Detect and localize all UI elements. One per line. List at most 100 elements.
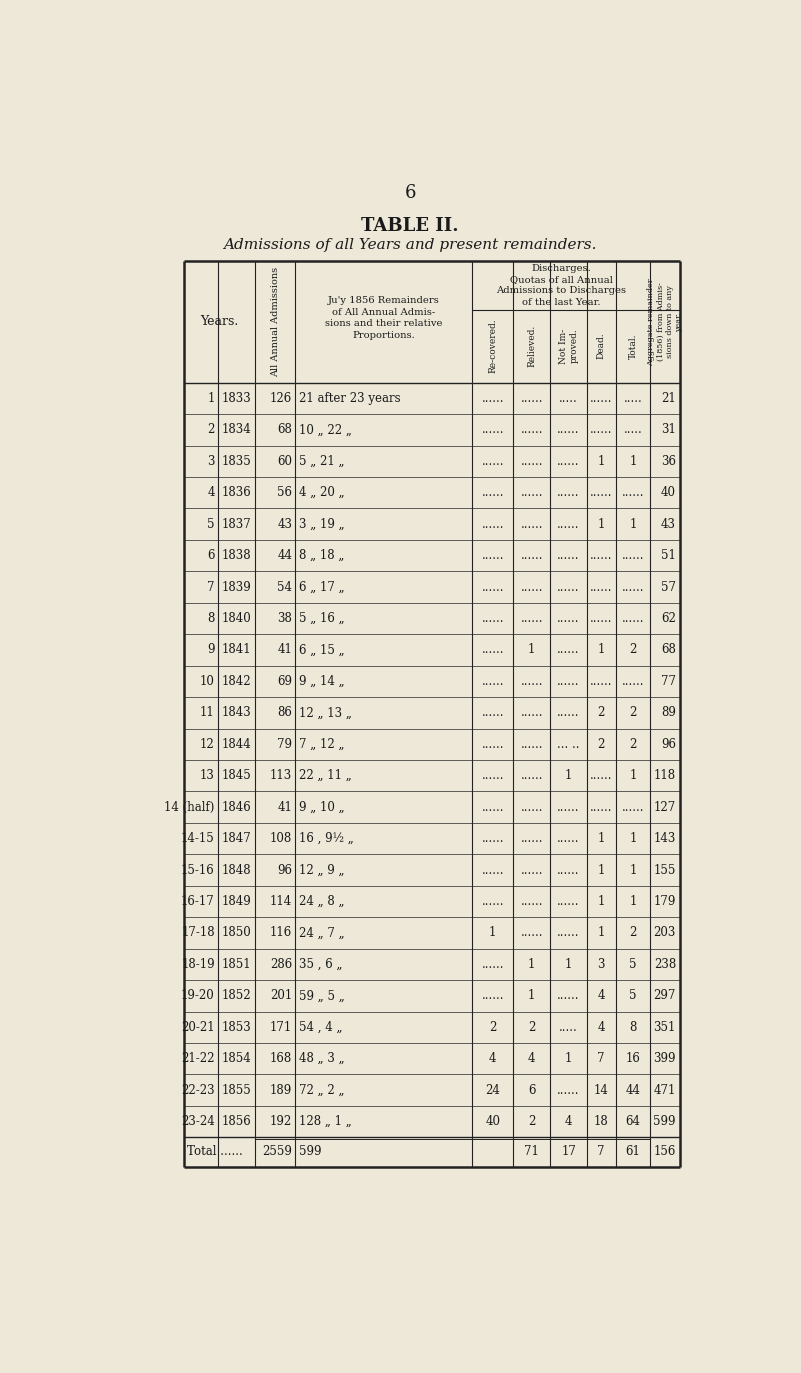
Text: 41: 41 — [277, 644, 292, 656]
Text: 5 „ 21 „: 5 „ 21 „ — [300, 454, 344, 468]
Text: Dead.: Dead. — [597, 332, 606, 360]
Text: 238: 238 — [654, 958, 676, 971]
Text: 1833: 1833 — [222, 391, 252, 405]
Text: 1: 1 — [565, 769, 572, 783]
Text: ......: ...... — [521, 391, 543, 405]
Text: 113: 113 — [270, 769, 292, 783]
Text: 1835: 1835 — [222, 454, 252, 468]
Text: 69: 69 — [277, 676, 292, 688]
Text: ......: ...... — [590, 486, 613, 500]
Text: ......: ...... — [481, 769, 504, 783]
Text: Relieved.: Relieved. — [527, 325, 537, 367]
Text: 127: 127 — [654, 800, 676, 814]
Text: 24 „ 7 „: 24 „ 7 „ — [300, 927, 345, 939]
Text: TABLE II.: TABLE II. — [361, 217, 459, 235]
Text: 1: 1 — [630, 832, 637, 844]
Text: 155: 155 — [654, 864, 676, 876]
Text: 6: 6 — [405, 184, 416, 202]
Text: .....: ..... — [559, 391, 578, 405]
Text: 8: 8 — [630, 1020, 637, 1034]
Text: ......: ...... — [557, 676, 580, 688]
Text: Admissions of all Years and present remainders.: Admissions of all Years and present rema… — [223, 238, 597, 251]
Text: 1836: 1836 — [222, 486, 252, 500]
Text: 59 „ 5 „: 59 „ 5 „ — [300, 990, 345, 1002]
Text: 68: 68 — [277, 423, 292, 437]
Text: 36: 36 — [661, 454, 676, 468]
Text: 31: 31 — [661, 423, 676, 437]
Text: 21 after 23 years: 21 after 23 years — [300, 391, 401, 405]
Text: ......: ...... — [622, 800, 644, 814]
Text: ......: ...... — [557, 800, 580, 814]
Text: 1854: 1854 — [222, 1052, 252, 1065]
Text: ......: ...... — [590, 676, 613, 688]
Text: 86: 86 — [277, 706, 292, 719]
Text: 8: 8 — [207, 612, 215, 625]
Text: 471: 471 — [654, 1083, 676, 1097]
Text: 1856: 1856 — [222, 1115, 252, 1129]
Text: 2: 2 — [598, 706, 605, 719]
Text: 7 „ 12 „: 7 „ 12 „ — [300, 737, 344, 751]
Text: ......: ...... — [557, 864, 580, 876]
Text: 14: 14 — [594, 1083, 609, 1097]
Text: 1: 1 — [630, 895, 637, 908]
Text: Not Im-
proved.: Not Im- proved. — [559, 328, 578, 364]
Text: ......: ...... — [622, 549, 644, 562]
Text: 128 „ 1 „: 128 „ 1 „ — [300, 1115, 352, 1129]
Text: 4: 4 — [598, 990, 605, 1002]
Text: 15-16: 15-16 — [181, 864, 215, 876]
Text: 192: 192 — [270, 1115, 292, 1129]
Text: 10 „ 22 „: 10 „ 22 „ — [300, 423, 352, 437]
Text: 118: 118 — [654, 769, 676, 783]
Text: 1: 1 — [598, 927, 605, 939]
Text: 68: 68 — [661, 644, 676, 656]
Text: 7: 7 — [598, 1145, 605, 1159]
Text: ......: ...... — [481, 612, 504, 625]
Text: .....: ..... — [623, 391, 642, 405]
Text: 1: 1 — [630, 769, 637, 783]
Text: ......: ...... — [481, 391, 504, 405]
Text: 7: 7 — [598, 1052, 605, 1065]
Text: 179: 179 — [654, 895, 676, 908]
Text: ......: ...... — [481, 549, 504, 562]
Text: 286: 286 — [270, 958, 292, 971]
Text: 1: 1 — [598, 644, 605, 656]
Text: ......: ...... — [521, 895, 543, 908]
Text: 43: 43 — [277, 518, 292, 530]
Text: ......: ...... — [481, 644, 504, 656]
Text: 44: 44 — [277, 549, 292, 562]
Text: 1837: 1837 — [222, 518, 252, 530]
Text: 56: 56 — [277, 486, 292, 500]
Text: Total.: Total. — [629, 334, 638, 358]
Text: 116: 116 — [270, 927, 292, 939]
Text: 2559: 2559 — [263, 1145, 292, 1159]
Text: 9 „ 14 „: 9 „ 14 „ — [300, 676, 345, 688]
Text: 96: 96 — [661, 737, 676, 751]
Text: ......: ...... — [557, 454, 580, 468]
Text: 599: 599 — [300, 1145, 322, 1159]
Text: 1: 1 — [528, 958, 536, 971]
Text: ......: ...... — [557, 581, 580, 593]
Text: ......: ...... — [557, 644, 580, 656]
Text: ......: ...... — [481, 864, 504, 876]
Text: 1844: 1844 — [222, 737, 252, 751]
Text: ......: ...... — [481, 423, 504, 437]
Text: 108: 108 — [270, 832, 292, 844]
Text: ......: ...... — [521, 549, 543, 562]
Text: 4: 4 — [565, 1115, 573, 1129]
Text: 12 „ 13 „: 12 „ 13 „ — [300, 706, 352, 719]
Text: 1850: 1850 — [222, 927, 252, 939]
Text: 4 „ 20 „: 4 „ 20 „ — [300, 486, 345, 500]
Text: All Annual Admissions: All Annual Admissions — [271, 266, 280, 378]
Text: ......: ...... — [521, 676, 543, 688]
Text: .....: ..... — [623, 423, 642, 437]
Text: ......: ...... — [481, 990, 504, 1002]
Text: 6 „ 17 „: 6 „ 17 „ — [300, 581, 345, 593]
Text: ......: ...... — [481, 800, 504, 814]
Text: 13: 13 — [200, 769, 215, 783]
Text: 5 „ 16 „: 5 „ 16 „ — [300, 612, 345, 625]
Text: 1846: 1846 — [222, 800, 252, 814]
Text: ......: ...... — [622, 612, 644, 625]
Text: 297: 297 — [654, 990, 676, 1002]
Text: 61: 61 — [626, 1145, 640, 1159]
Text: ......: ...... — [557, 832, 580, 844]
